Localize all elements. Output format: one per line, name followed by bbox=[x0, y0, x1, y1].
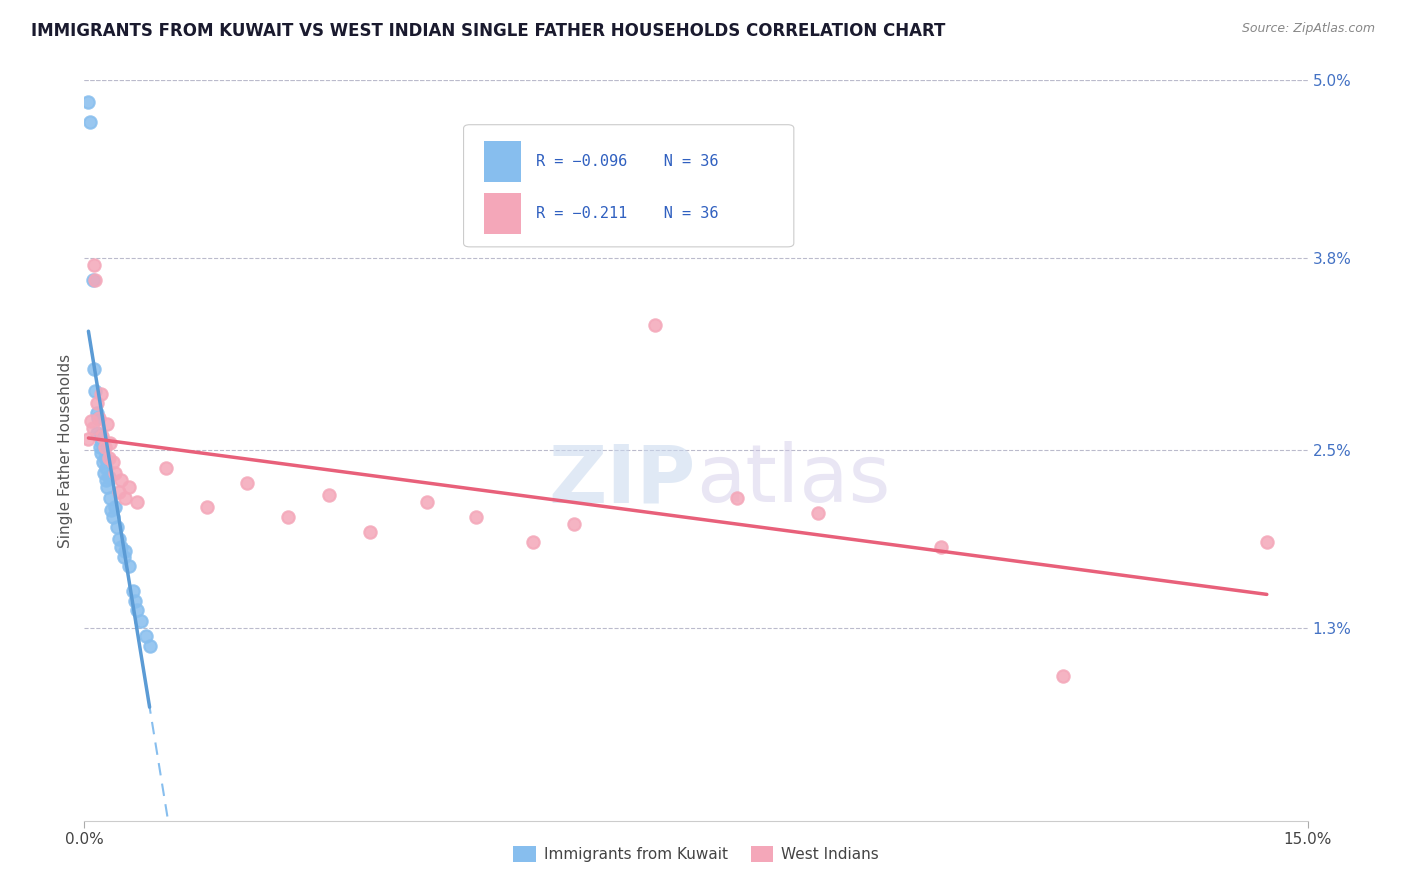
Point bbox=[91, 428, 114, 442]
Point bbox=[644, 318, 666, 332]
Point bbox=[91, 436, 114, 450]
Point bbox=[93, 450, 115, 465]
Point bbox=[1052, 668, 1074, 682]
Legend: Immigrants from Kuwait, West Indians: Immigrants from Kuwait, West Indians bbox=[508, 840, 884, 869]
Point bbox=[87, 410, 110, 425]
Point bbox=[131, 614, 153, 628]
Point bbox=[101, 510, 124, 524]
Point bbox=[110, 540, 132, 554]
Point bbox=[90, 432, 112, 446]
Bar bbox=[484, 141, 522, 182]
Point bbox=[89, 441, 111, 455]
Point bbox=[725, 491, 748, 505]
Point bbox=[522, 535, 544, 549]
Point bbox=[138, 639, 160, 653]
Point bbox=[112, 550, 135, 565]
Point bbox=[359, 524, 381, 539]
Point bbox=[114, 544, 136, 558]
Point bbox=[277, 510, 299, 524]
Point bbox=[127, 495, 149, 509]
Point bbox=[94, 461, 117, 475]
Point bbox=[100, 502, 122, 516]
Point bbox=[1256, 535, 1278, 549]
Point bbox=[77, 432, 100, 446]
Point bbox=[195, 500, 218, 514]
Point bbox=[97, 470, 120, 484]
Point bbox=[86, 407, 108, 421]
Point bbox=[101, 455, 124, 469]
Point bbox=[104, 500, 127, 514]
Text: Source: ZipAtlas.com: Source: ZipAtlas.com bbox=[1241, 22, 1375, 36]
Point bbox=[84, 273, 107, 287]
Point bbox=[110, 473, 132, 487]
Point bbox=[82, 421, 104, 435]
Point bbox=[135, 628, 157, 642]
Point bbox=[84, 384, 107, 399]
Point bbox=[86, 396, 108, 410]
Point bbox=[929, 540, 952, 554]
Text: atlas: atlas bbox=[696, 441, 890, 519]
Point bbox=[96, 480, 118, 494]
Text: R = −0.211    N = 36: R = −0.211 N = 36 bbox=[536, 206, 718, 221]
Point bbox=[96, 473, 118, 487]
Point bbox=[86, 425, 108, 440]
Point bbox=[118, 480, 141, 494]
FancyBboxPatch shape bbox=[464, 125, 794, 247]
Point bbox=[318, 488, 340, 502]
Bar bbox=[484, 194, 522, 234]
Point bbox=[807, 506, 830, 520]
Point bbox=[93, 441, 115, 455]
Point bbox=[105, 520, 128, 534]
Point bbox=[155, 461, 177, 475]
Point bbox=[122, 584, 145, 599]
Point bbox=[82, 273, 104, 287]
Point bbox=[91, 455, 114, 469]
Point bbox=[124, 594, 146, 608]
Point bbox=[104, 466, 127, 480]
Point bbox=[464, 510, 486, 524]
Point bbox=[90, 446, 112, 460]
Point bbox=[127, 603, 149, 617]
Point bbox=[83, 259, 105, 273]
Y-axis label: Single Father Households: Single Father Households bbox=[58, 353, 73, 548]
Point bbox=[97, 450, 120, 465]
Point bbox=[90, 387, 112, 401]
Point bbox=[100, 436, 122, 450]
Text: R = −0.096    N = 36: R = −0.096 N = 36 bbox=[536, 154, 718, 169]
Point bbox=[114, 491, 136, 505]
Point bbox=[118, 558, 141, 573]
Point bbox=[87, 428, 110, 442]
Point bbox=[236, 476, 259, 491]
Point bbox=[416, 495, 439, 509]
Point bbox=[107, 484, 129, 499]
Point bbox=[93, 466, 115, 480]
Point bbox=[77, 95, 100, 110]
Point bbox=[79, 114, 101, 128]
Point bbox=[562, 517, 585, 532]
Point bbox=[87, 410, 110, 425]
Text: IMMIGRANTS FROM KUWAIT VS WEST INDIAN SINGLE FATHER HOUSEHOLDS CORRELATION CHART: IMMIGRANTS FROM KUWAIT VS WEST INDIAN SI… bbox=[31, 22, 945, 40]
Point bbox=[100, 491, 122, 505]
Point bbox=[107, 533, 129, 547]
Point bbox=[80, 414, 103, 428]
Text: ZIP: ZIP bbox=[548, 441, 696, 519]
Point bbox=[96, 417, 118, 431]
Point bbox=[83, 362, 105, 376]
